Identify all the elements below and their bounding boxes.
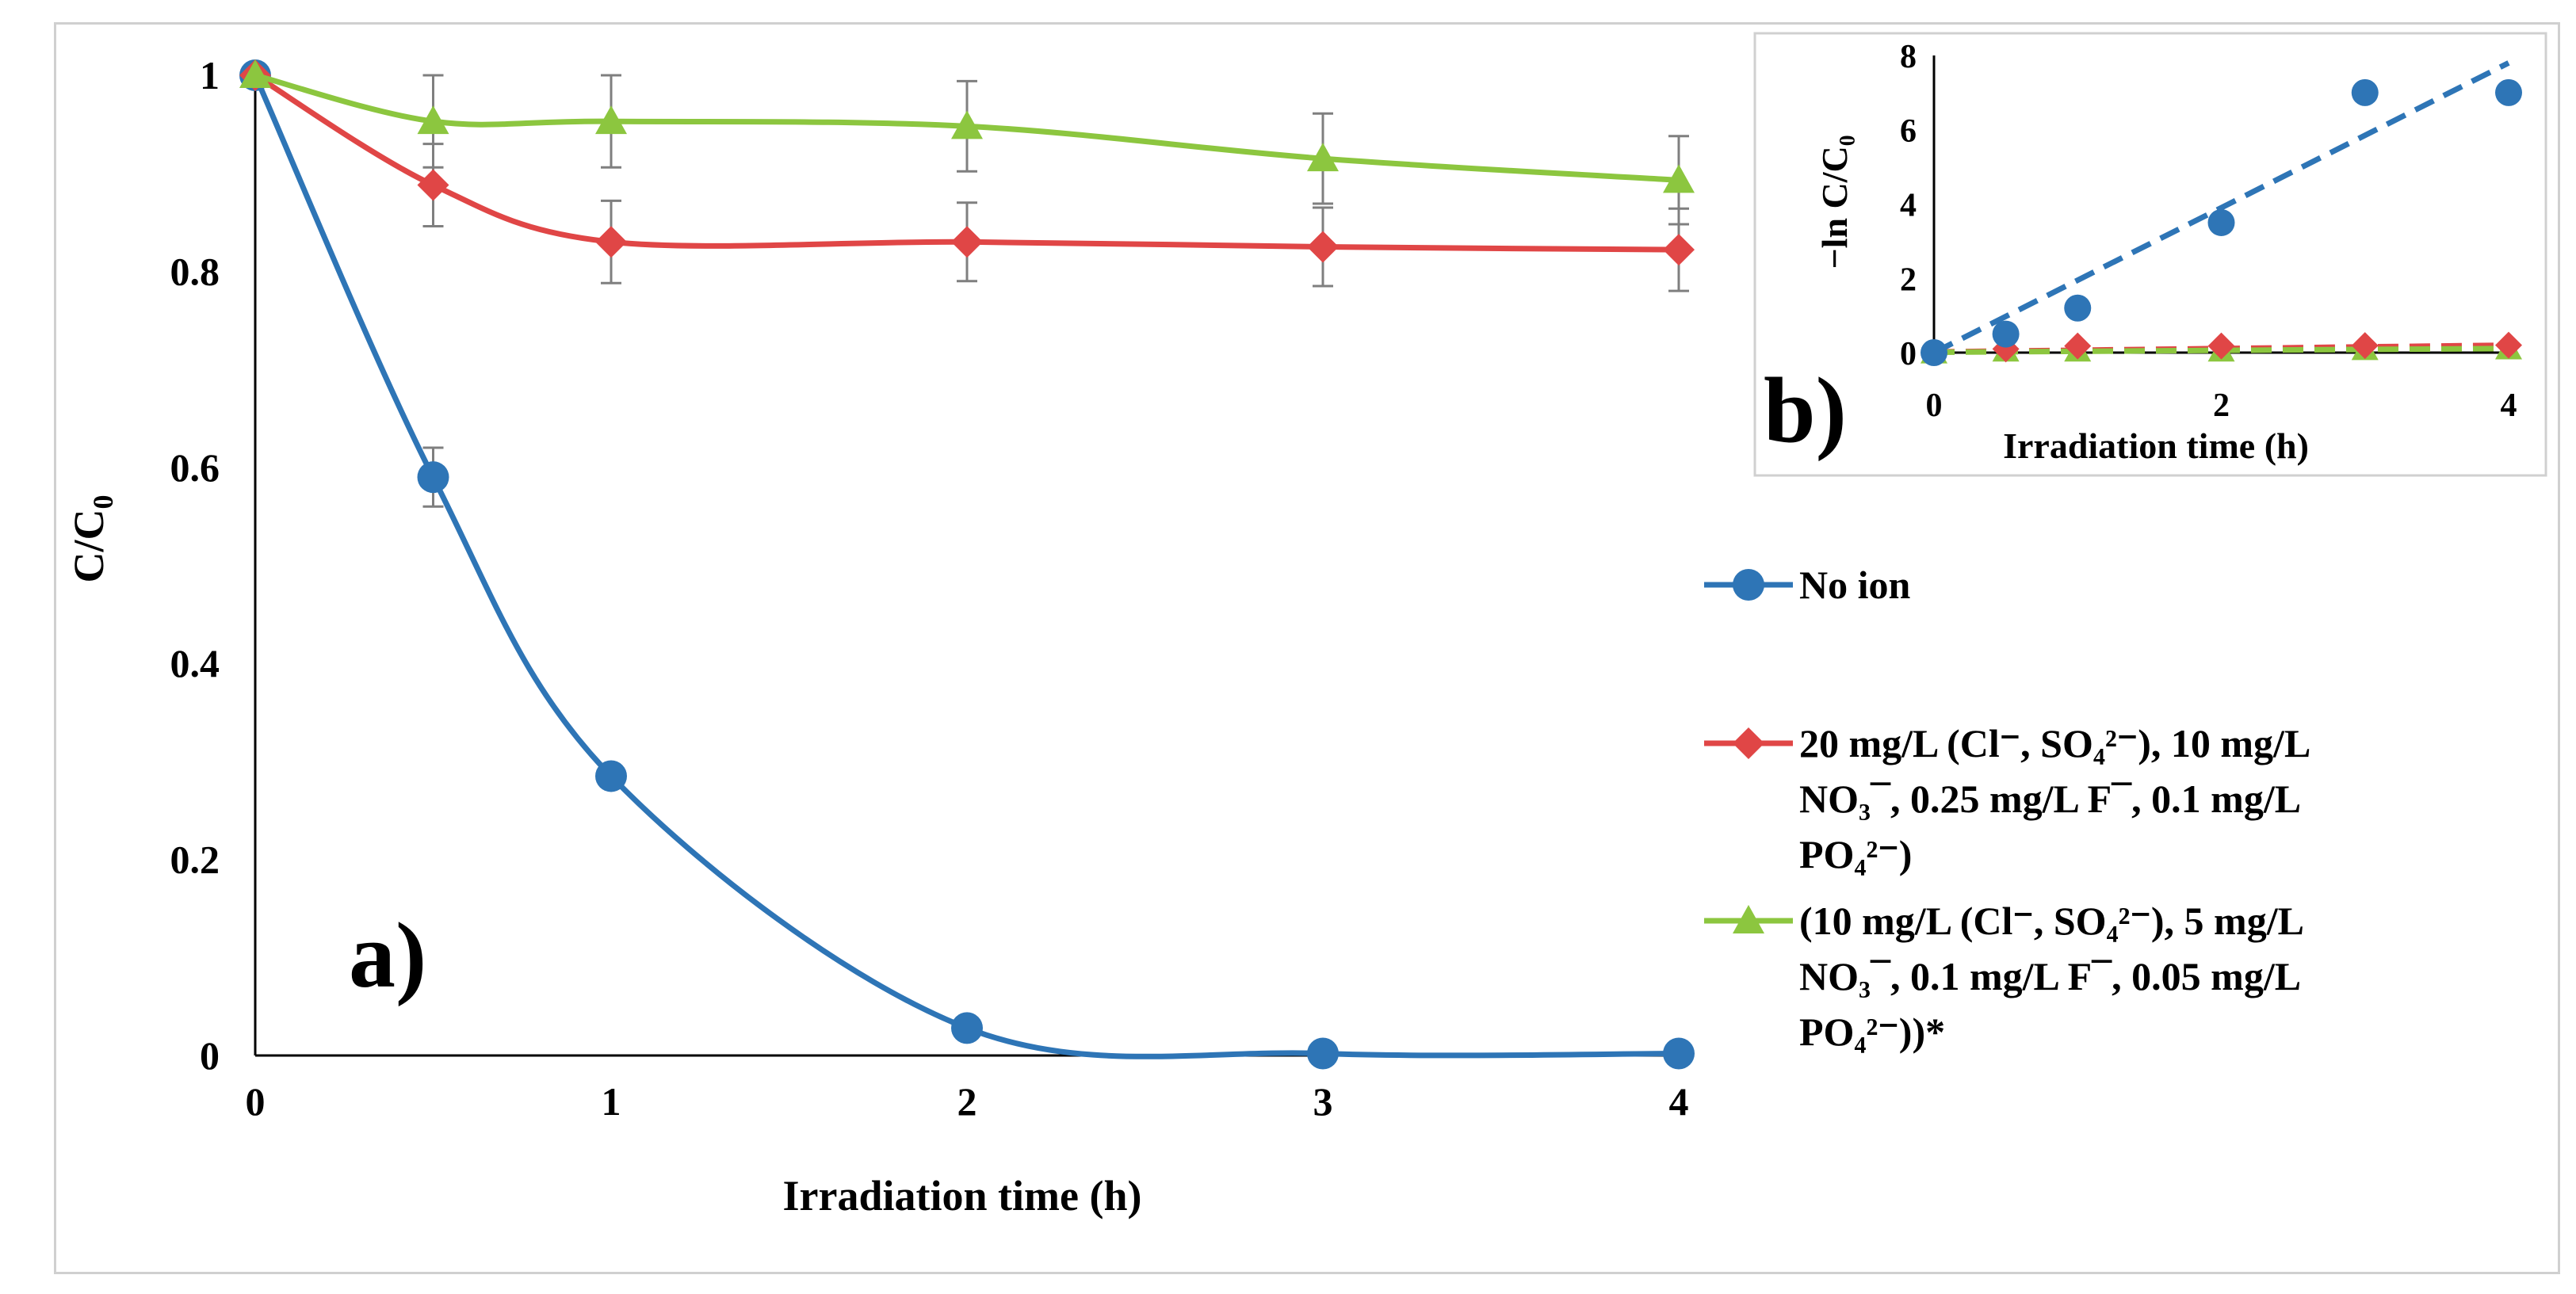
main-data-point xyxy=(951,1012,983,1044)
legend-label: PO₄²⁻))* xyxy=(1799,1010,1945,1054)
inset-x-tick-label: 2 xyxy=(2213,387,2230,424)
inset-border xyxy=(1753,32,2547,477)
inset-y-axis-label: −ln C/C₀ xyxy=(1814,135,1855,269)
main-data-point xyxy=(1307,1037,1339,1070)
inset-data-point xyxy=(2207,208,2235,236)
main-data-point xyxy=(417,461,449,494)
legend: No ion 20 mg/L (Cl⁻, SO₄²⁻), 10 mg/L NO₃¯,… xyxy=(1704,563,2310,1054)
legend-label: NO₃¯, 0.1 mg/L F¯, 0.05 mg/L xyxy=(1799,954,2301,998)
inset-series xyxy=(1921,60,2522,366)
inset-x-tick-label: 4 xyxy=(2501,387,2517,424)
inset-data-point xyxy=(1921,339,1947,366)
inset-y-tick-label: 0 xyxy=(1900,336,1917,372)
legend-label: NO₃¯, 0.25 mg/L F¯, 0.1 mg/L xyxy=(1799,777,2301,821)
main-data-point xyxy=(417,169,449,201)
main-data-point xyxy=(595,105,627,135)
inset-x-axis-label: Irradiation time (h) xyxy=(2003,426,2309,466)
main-data-point xyxy=(951,110,983,139)
legend-marker xyxy=(1733,905,1764,933)
main-series xyxy=(239,59,1695,1070)
main-data-point xyxy=(1663,234,1695,266)
inset-y-tick-label: 2 xyxy=(1900,261,1917,298)
main-y-tick-label: 0 xyxy=(200,1033,220,1078)
inset-x-tick-label: 0 xyxy=(1926,387,1943,424)
main-x-axis-label: Irradiation time (h) xyxy=(783,1172,1142,1220)
main-y-tick-label: 0.2 xyxy=(170,838,220,882)
inset-y-tick-label: 4 xyxy=(1900,188,1917,224)
main-x-tick-label: 3 xyxy=(1313,1079,1333,1124)
main-y-axis-label: C/C0 xyxy=(65,495,119,583)
inset-data-point xyxy=(2351,332,2379,360)
inset-data-point xyxy=(2495,331,2522,359)
legend-label: 20 mg/L (Cl⁻, SO₄²⁻), 10 mg/L xyxy=(1799,721,2310,765)
main-data-point xyxy=(417,105,449,135)
main-data-point xyxy=(1663,164,1695,193)
main-data-point xyxy=(595,226,627,258)
inset-data-point xyxy=(2351,78,2379,106)
legend-label: PO₄²⁻) xyxy=(1799,832,1912,876)
main-y-axis-label-main: C/C xyxy=(65,510,113,583)
main-panel-label: a) xyxy=(349,903,426,1007)
legend-label: No ion xyxy=(1799,563,1911,607)
main-x-tick-label: 2 xyxy=(957,1079,977,1124)
main-data-point xyxy=(239,59,271,88)
inset-data-point xyxy=(2064,332,2092,360)
inset-data-point xyxy=(2495,78,2522,106)
main-y-tick-label: 0.6 xyxy=(170,445,220,490)
main-y-tick-label: 0.4 xyxy=(170,641,220,685)
main-data-point xyxy=(1307,231,1339,263)
inset-data-point xyxy=(2064,294,2092,322)
main-data-point xyxy=(951,226,983,258)
inset-y-tick-label: 8 xyxy=(1900,39,1917,75)
main-y-tick-label: 0.8 xyxy=(170,249,220,293)
inset-y-tick-label: 6 xyxy=(1900,113,1917,150)
main-data-point xyxy=(595,760,627,792)
main-y-tick-label: 1 xyxy=(200,53,220,97)
main-series-line xyxy=(252,74,1680,1059)
inset-data-point xyxy=(1992,320,2020,348)
main-x-tick-label: 1 xyxy=(602,1079,621,1124)
legend-label: (10 mg/L (Cl⁻, SO₄²⁻), 5 mg/L xyxy=(1799,899,2304,943)
main-data-point xyxy=(1307,143,1339,172)
inset-panel-label: b) xyxy=(1764,358,1847,462)
inset-data-point xyxy=(2207,332,2235,360)
main-x-tick-label: 4 xyxy=(1669,1079,1689,1124)
inset-trendline xyxy=(1932,60,2510,356)
legend-marker xyxy=(1733,727,1764,759)
main-y-axis-label-sub: 0 xyxy=(87,495,119,510)
main-data-point xyxy=(1663,1037,1695,1070)
main-x-tick-label: 0 xyxy=(246,1079,266,1124)
legend-marker xyxy=(1733,569,1764,601)
